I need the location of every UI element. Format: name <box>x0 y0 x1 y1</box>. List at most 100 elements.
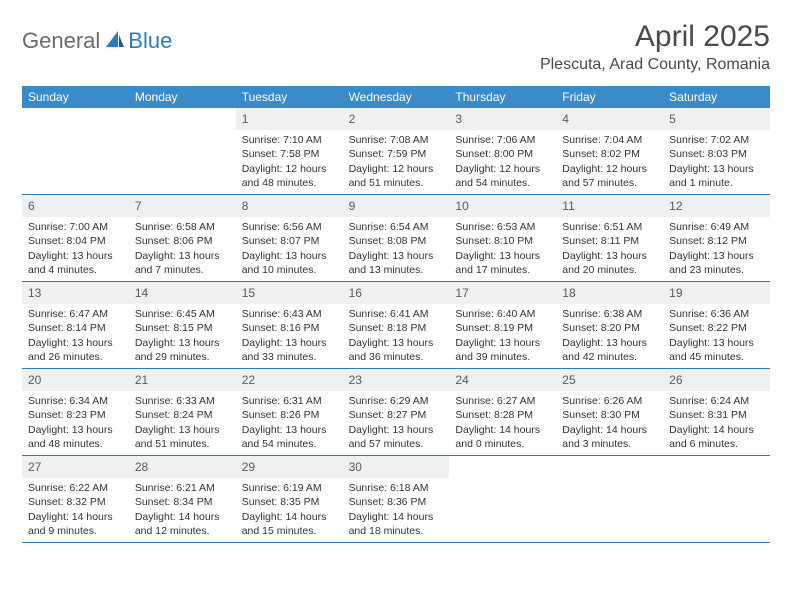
day-number: 24 <box>449 369 556 391</box>
sunrise-text: Sunrise: 7:00 AM <box>28 220 123 234</box>
day-details: Sunrise: 7:04 AMSunset: 8:02 PMDaylight:… <box>556 130 663 194</box>
daylight-text: Daylight: 13 hours and 20 minutes. <box>562 249 657 277</box>
weekday-header: Monday <box>129 86 236 108</box>
calendar-day-cell: 12Sunrise: 6:49 AMSunset: 8:12 PMDayligh… <box>663 195 770 281</box>
sunset-text: Sunset: 8:19 PM <box>455 321 550 335</box>
weeks-container: 1Sunrise: 7:10 AMSunset: 7:58 PMDaylight… <box>22 108 770 543</box>
day-details: Sunrise: 6:19 AMSunset: 8:35 PMDaylight:… <box>236 478 343 542</box>
daylight-text: Daylight: 12 hours and 57 minutes. <box>562 162 657 190</box>
sunset-text: Sunset: 8:14 PM <box>28 321 123 335</box>
day-details: Sunrise: 6:36 AMSunset: 8:22 PMDaylight:… <box>663 304 770 368</box>
sunset-text: Sunset: 8:35 PM <box>242 495 337 509</box>
calendar-day-cell: 27Sunrise: 6:22 AMSunset: 8:32 PMDayligh… <box>22 456 129 542</box>
daylight-text: Daylight: 13 hours and 42 minutes. <box>562 336 657 364</box>
calendar-day-cell: 3Sunrise: 7:06 AMSunset: 8:00 PMDaylight… <box>449 108 556 194</box>
sunrise-text: Sunrise: 6:53 AM <box>455 220 550 234</box>
sunset-text: Sunset: 8:07 PM <box>242 234 337 248</box>
sunrise-text: Sunrise: 6:40 AM <box>455 307 550 321</box>
weekday-header-row: Sunday Monday Tuesday Wednesday Thursday… <box>22 86 770 108</box>
daylight-text: Daylight: 13 hours and 54 minutes. <box>242 423 337 451</box>
daylight-text: Daylight: 13 hours and 39 minutes. <box>455 336 550 364</box>
calendar-day-cell <box>556 456 663 542</box>
weekday-header: Friday <box>556 86 663 108</box>
sunrise-text: Sunrise: 7:02 AM <box>669 133 764 147</box>
day-details: Sunrise: 6:18 AMSunset: 8:36 PMDaylight:… <box>343 478 450 542</box>
day-details: Sunrise: 6:56 AMSunset: 8:07 PMDaylight:… <box>236 217 343 281</box>
sunrise-text: Sunrise: 6:18 AM <box>349 481 444 495</box>
day-number: 16 <box>343 282 450 304</box>
sunset-text: Sunset: 8:27 PM <box>349 408 444 422</box>
day-number: 28 <box>129 456 236 478</box>
sunrise-text: Sunrise: 6:24 AM <box>669 394 764 408</box>
sunrise-text: Sunrise: 6:21 AM <box>135 481 230 495</box>
day-details: Sunrise: 6:51 AMSunset: 8:11 PMDaylight:… <box>556 217 663 281</box>
day-number: 13 <box>22 282 129 304</box>
day-number: 29 <box>236 456 343 478</box>
daylight-text: Daylight: 13 hours and 17 minutes. <box>455 249 550 277</box>
day-number: 8 <box>236 195 343 217</box>
sunrise-text: Sunrise: 6:22 AM <box>28 481 123 495</box>
daylight-text: Daylight: 13 hours and 36 minutes. <box>349 336 444 364</box>
calendar-day-cell: 16Sunrise: 6:41 AMSunset: 8:18 PMDayligh… <box>343 282 450 368</box>
calendar-day-cell: 24Sunrise: 6:27 AMSunset: 8:28 PMDayligh… <box>449 369 556 455</box>
sunset-text: Sunset: 8:23 PM <box>28 408 123 422</box>
day-details: Sunrise: 7:00 AMSunset: 8:04 PMDaylight:… <box>22 217 129 281</box>
day-number: 5 <box>663 108 770 130</box>
day-details: Sunrise: 7:02 AMSunset: 8:03 PMDaylight:… <box>663 130 770 194</box>
day-number: 23 <box>343 369 450 391</box>
sunset-text: Sunset: 8:36 PM <box>349 495 444 509</box>
calendar-day-cell: 8Sunrise: 6:56 AMSunset: 8:07 PMDaylight… <box>236 195 343 281</box>
sunset-text: Sunset: 8:20 PM <box>562 321 657 335</box>
day-number: 12 <box>663 195 770 217</box>
sunrise-text: Sunrise: 7:10 AM <box>242 133 337 147</box>
daylight-text: Daylight: 13 hours and 4 minutes. <box>28 249 123 277</box>
calendar-day-cell: 10Sunrise: 6:53 AMSunset: 8:10 PMDayligh… <box>449 195 556 281</box>
daylight-text: Daylight: 13 hours and 1 minute. <box>669 162 764 190</box>
day-details: Sunrise: 7:08 AMSunset: 7:59 PMDaylight:… <box>343 130 450 194</box>
day-details: Sunrise: 6:26 AMSunset: 8:30 PMDaylight:… <box>556 391 663 455</box>
sunset-text: Sunset: 8:26 PM <box>242 408 337 422</box>
sunrise-text: Sunrise: 6:31 AM <box>242 394 337 408</box>
sunset-text: Sunset: 8:03 PM <box>669 147 764 161</box>
day-number: 20 <box>22 369 129 391</box>
calendar-day-cell: 17Sunrise: 6:40 AMSunset: 8:19 PMDayligh… <box>449 282 556 368</box>
day-details: Sunrise: 6:27 AMSunset: 8:28 PMDaylight:… <box>449 391 556 455</box>
calendar-day-cell: 22Sunrise: 6:31 AMSunset: 8:26 PMDayligh… <box>236 369 343 455</box>
daylight-text: Daylight: 13 hours and 23 minutes. <box>669 249 764 277</box>
weekday-header: Sunday <box>22 86 129 108</box>
day-number: 15 <box>236 282 343 304</box>
daylight-text: Daylight: 13 hours and 7 minutes. <box>135 249 230 277</box>
daylight-text: Daylight: 13 hours and 33 minutes. <box>242 336 337 364</box>
calendar-day-cell: 11Sunrise: 6:51 AMSunset: 8:11 PMDayligh… <box>556 195 663 281</box>
calendar-day-cell: 26Sunrise: 6:24 AMSunset: 8:31 PMDayligh… <box>663 369 770 455</box>
title-block: April 2025 Plescuta, Arad County, Romani… <box>540 20 770 74</box>
sunset-text: Sunset: 8:34 PM <box>135 495 230 509</box>
sunset-text: Sunset: 8:04 PM <box>28 234 123 248</box>
calendar-day-cell: 13Sunrise: 6:47 AMSunset: 8:14 PMDayligh… <box>22 282 129 368</box>
sunset-text: Sunset: 8:00 PM <box>455 147 550 161</box>
sunset-text: Sunset: 7:58 PM <box>242 147 337 161</box>
day-details: Sunrise: 6:34 AMSunset: 8:23 PMDaylight:… <box>22 391 129 455</box>
day-number: 9 <box>343 195 450 217</box>
sunrise-text: Sunrise: 6:43 AM <box>242 307 337 321</box>
calendar-day-cell: 21Sunrise: 6:33 AMSunset: 8:24 PMDayligh… <box>129 369 236 455</box>
daylight-text: Daylight: 13 hours and 48 minutes. <box>28 423 123 451</box>
daylight-text: Daylight: 13 hours and 29 minutes. <box>135 336 230 364</box>
sunrise-text: Sunrise: 6:36 AM <box>669 307 764 321</box>
day-number: 26 <box>663 369 770 391</box>
calendar-day-cell <box>663 456 770 542</box>
daylight-text: Daylight: 13 hours and 57 minutes. <box>349 423 444 451</box>
day-details: Sunrise: 6:33 AMSunset: 8:24 PMDaylight:… <box>129 391 236 455</box>
day-number: 21 <box>129 369 236 391</box>
sunrise-text: Sunrise: 6:27 AM <box>455 394 550 408</box>
page-title: April 2025 <box>540 20 770 54</box>
sunset-text: Sunset: 8:12 PM <box>669 234 764 248</box>
calendar-week-row: 27Sunrise: 6:22 AMSunset: 8:32 PMDayligh… <box>22 456 770 543</box>
sunset-text: Sunset: 8:24 PM <box>135 408 230 422</box>
day-number: 11 <box>556 195 663 217</box>
daylight-text: Daylight: 14 hours and 6 minutes. <box>669 423 764 451</box>
day-number: 27 <box>22 456 129 478</box>
sunrise-text: Sunrise: 6:56 AM <box>242 220 337 234</box>
calendar-day-cell: 20Sunrise: 6:34 AMSunset: 8:23 PMDayligh… <box>22 369 129 455</box>
calendar-day-cell: 6Sunrise: 7:00 AMSunset: 8:04 PMDaylight… <box>22 195 129 281</box>
